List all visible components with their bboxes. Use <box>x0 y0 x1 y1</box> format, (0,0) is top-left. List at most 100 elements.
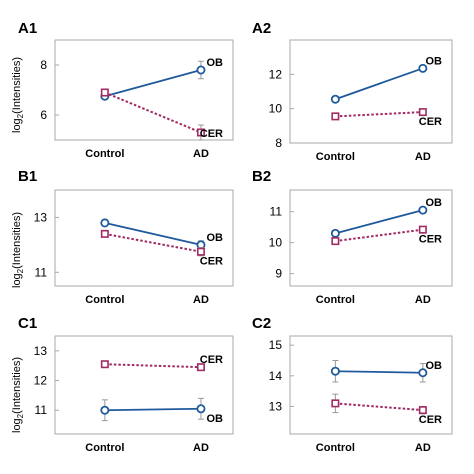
data-point-ob <box>418 63 428 73</box>
plot-frame <box>54 39 234 141</box>
series-label-ob: OB <box>426 55 443 67</box>
data-point-ob <box>196 65 206 75</box>
y-tick-label: 11 <box>270 205 283 219</box>
series-line-ob <box>104 407 201 412</box>
ylabel-text-tail: (Intensities) <box>11 357 23 414</box>
y-tick-label: 11 <box>35 265 48 279</box>
data-point-ob <box>330 94 340 104</box>
y-tick-label: 13 <box>269 399 283 413</box>
series-label-cer: CER <box>419 234 442 246</box>
svg-text:log2(Intensities): log2(Intensities) <box>11 357 25 433</box>
data-point-ob <box>330 366 340 376</box>
data-point-cer <box>331 237 340 246</box>
y-axis-label-middle: log2(Intensities) <box>11 212 25 288</box>
svg-text:log2(Intensities): log2(Intensities) <box>11 57 25 133</box>
series-line-ob <box>335 209 424 235</box>
panel-label: A1 <box>18 20 37 37</box>
x-tick-label: AD <box>193 148 209 160</box>
y-axis-label-top: log2(Intensities) <box>11 57 25 133</box>
series-label-cer: CER <box>200 128 223 140</box>
plot-frame <box>54 189 234 287</box>
data-point-cer <box>331 399 340 408</box>
data-point-ob <box>330 228 340 238</box>
x-tick-label: Control <box>316 294 355 306</box>
x-tick-label: Control <box>316 151 355 163</box>
chart-panel-c1: C1 11 12 13 Control AD OB CER <box>18 315 234 454</box>
data-point-cer <box>418 108 427 117</box>
x-tick-label: AD <box>415 294 431 306</box>
x-tick-label: Control <box>85 294 124 306</box>
y-tick-label: 11 <box>35 403 48 417</box>
x-tick-label: Control <box>85 442 124 454</box>
data-point-cer <box>196 247 205 256</box>
plot-frame <box>289 39 453 144</box>
y-tick-label: 10 <box>269 102 283 116</box>
series-label-ob: OB <box>207 413 224 425</box>
y-axis-label-bottom: log2(Intensities) <box>11 357 25 433</box>
data-point-cer <box>196 128 205 137</box>
plot-frame <box>54 335 234 435</box>
x-tick-label: AD <box>193 294 209 306</box>
series-label-ob: OB <box>426 360 443 372</box>
data-point-cer <box>331 112 340 121</box>
ylabel-text-log: log <box>11 273 23 288</box>
y-tick-label: 8 <box>275 136 282 150</box>
series-line-ob <box>104 69 202 98</box>
series-label-cer: CER <box>419 116 442 128</box>
plot-frame <box>289 189 453 287</box>
series-line-ob <box>104 222 202 246</box>
y-tick-label: 6 <box>40 108 47 122</box>
ylabel-text-log: log <box>11 418 23 433</box>
y-tick-label: 15 <box>269 338 283 352</box>
y-tick-label: 14 <box>269 369 283 383</box>
chart-panel-a1: A1 6 8 Control AD OB CER <box>18 20 234 160</box>
ylabel-text-tail: (Intensities) <box>11 57 23 114</box>
y-tick-label: 8 <box>40 58 47 72</box>
chart-panel-b2: B2 9 10 11 Control AD OB CER <box>252 168 453 306</box>
series-line-cer <box>335 111 423 118</box>
data-point-ob <box>418 368 428 378</box>
y-tick-label: 13 <box>34 210 48 224</box>
panel-label: C2 <box>252 315 271 332</box>
series-label-ob: OB <box>207 57 224 69</box>
panel-label: C1 <box>18 315 37 332</box>
chart-panel-a2: A2 8 10 12 Control AD OB CER <box>252 20 453 163</box>
ylabel-text-log: log <box>11 118 23 133</box>
data-point-cer <box>418 225 427 234</box>
series-label-ob: OB <box>426 197 443 209</box>
ylabel-text-tail: (Intensities) <box>11 212 23 269</box>
panel-label: B1 <box>18 168 37 185</box>
ylabel-text-sub: 2 <box>16 113 25 118</box>
x-tick-label: Control <box>85 148 124 160</box>
data-point-ob <box>418 205 428 215</box>
data-point-ob <box>196 404 206 414</box>
y-tick-label: 12 <box>269 67 283 81</box>
series-line-cer <box>335 228 423 243</box>
data-point-ob <box>100 218 110 228</box>
series-line-cer <box>104 232 202 253</box>
series-line-ob <box>335 370 423 374</box>
x-tick-label: AD <box>193 442 209 454</box>
series-label-ob: OB <box>207 232 224 244</box>
data-point-cer <box>100 88 109 97</box>
svg-text:log2(Intensities): log2(Intensities) <box>11 212 25 288</box>
panel-label: A2 <box>252 20 271 37</box>
data-point-ob <box>100 405 110 415</box>
y-tick-label: 13 <box>34 344 48 358</box>
series-label-cer: CER <box>200 354 223 366</box>
y-tick-label: 9 <box>275 267 282 281</box>
series-label-cer: CER <box>200 256 223 268</box>
ylabel-text-sub: 2 <box>16 413 25 418</box>
x-tick-label: AD <box>415 442 431 454</box>
data-point-cer <box>100 360 109 369</box>
data-point-cer <box>418 406 427 415</box>
data-point-cer <box>196 363 205 372</box>
ylabel-text-sub: 2 <box>16 268 25 273</box>
x-tick-label: AD <box>415 151 431 163</box>
y-tick-label: 10 <box>269 236 283 250</box>
chart-panel-b1: B1 11 13 Control AD OB CER <box>18 168 234 306</box>
series-line-cer <box>104 363 201 369</box>
plot-frame <box>289 335 453 435</box>
